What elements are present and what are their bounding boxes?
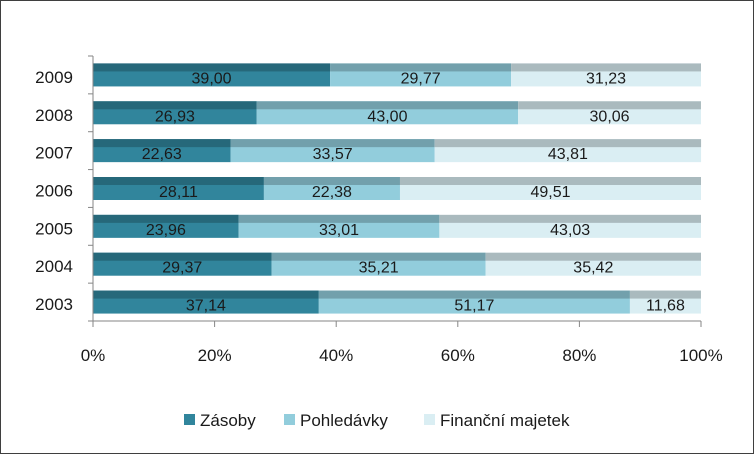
bar-segment-2006-3 bbox=[399, 177, 701, 200]
bar-bevel-2007-series-3 bbox=[434, 139, 702, 148]
bar-segment-2008-3 bbox=[518, 101, 701, 125]
bar-segment-2009-1 bbox=[93, 63, 331, 87]
y-tick-label-2004: 2004 bbox=[35, 257, 73, 276]
bar-segment-2009-3 bbox=[511, 63, 701, 87]
bar-bevel-2007-series-2 bbox=[230, 139, 435, 148]
x-tick-label-2: 40% bbox=[319, 346, 353, 365]
bar-bevel-2003-series-3 bbox=[629, 290, 701, 299]
legend-label-1: Zásoby bbox=[200, 411, 256, 430]
data-label-2008-series-1: 26,93 bbox=[155, 108, 195, 125]
bar-segment-2005-1 bbox=[93, 214, 239, 238]
labels-layer: 39,00 29,77 31,23 2009 26,93 43,00 30,06 2008 22… bbox=[35, 68, 723, 365]
legend-swatch-1 bbox=[184, 414, 195, 425]
data-label-2004-series-2: 35,21 bbox=[359, 260, 399, 277]
data-label-2004-series-1: 29,37 bbox=[162, 260, 202, 277]
bar-bevel-2009-series-2 bbox=[330, 63, 512, 72]
data-label-2007-series-3: 43,81 bbox=[548, 146, 588, 163]
legend-item-1: Zásoby bbox=[184, 411, 256, 430]
legend-label-2: Pohledávky bbox=[300, 411, 388, 430]
legend-swatch-2 bbox=[284, 414, 295, 425]
legend: Zásoby Pohledávky Finanční majetek bbox=[184, 411, 570, 430]
legend-swatch-3 bbox=[424, 414, 435, 425]
bar-bevel-2004-series-1 bbox=[93, 252, 272, 261]
bars-layer bbox=[93, 63, 702, 314]
data-label-2009-series-3: 31,23 bbox=[586, 70, 626, 87]
bar-segment-2005-3 bbox=[439, 214, 701, 238]
data-label-2004-series-3: 35,42 bbox=[573, 260, 613, 277]
bar-bevel-2006-series-1 bbox=[93, 177, 264, 185]
y-tick-label-2009: 2009 bbox=[35, 68, 73, 87]
bar-segment-2005-2 bbox=[238, 214, 440, 238]
bar-segment-2009-2 bbox=[330, 63, 512, 87]
bar-bevel-2009-series-3 bbox=[511, 63, 701, 72]
x-tick-label-3: 60% bbox=[441, 346, 475, 365]
axis-layer bbox=[88, 55, 702, 327]
data-label-2008-series-3: 30,06 bbox=[590, 108, 630, 125]
bar-bevel-2007-series-1 bbox=[93, 139, 231, 148]
bar-bevel-2005-series-1 bbox=[93, 214, 239, 223]
data-label-2005-series-3: 43,03 bbox=[550, 222, 590, 239]
bar-bevel-2006-series-3 bbox=[399, 177, 701, 185]
bar-bevel-2005-series-3 bbox=[439, 214, 701, 223]
bar-segment-2003-1 bbox=[93, 290, 319, 314]
bar-segment-2004-1 bbox=[93, 252, 272, 276]
bar-segment-2008-1 bbox=[93, 101, 257, 125]
data-label-2005-series-2: 33,01 bbox=[319, 222, 359, 239]
bar-segment-2006-1 bbox=[93, 177, 264, 200]
data-label-2006-series-2: 22,38 bbox=[312, 184, 352, 201]
bar-bevel-2008-series-1 bbox=[93, 101, 257, 110]
bar-segment-2007-3 bbox=[434, 139, 702, 163]
x-tick-label-1: 20% bbox=[198, 346, 232, 365]
data-label-2008-series-2: 43,00 bbox=[367, 108, 407, 125]
y-tick-label-2006: 2006 bbox=[35, 182, 73, 201]
data-label-2003-series-2: 51,17 bbox=[454, 298, 494, 315]
legend-item-3: Finanční majetek bbox=[424, 411, 570, 430]
bar-segment-2006-2 bbox=[263, 177, 400, 200]
y-tick-label-2003: 2003 bbox=[35, 295, 73, 314]
bar-segment-2003-2 bbox=[318, 290, 630, 314]
bar-bevel-2005-series-2 bbox=[238, 214, 440, 223]
x-tick-label-0: 0% bbox=[81, 346, 106, 365]
y-tick-label-2005: 2005 bbox=[35, 219, 73, 238]
data-label-2007-series-2: 33,57 bbox=[313, 146, 353, 163]
data-label-2007-series-1: 22,63 bbox=[142, 146, 182, 163]
bar-bevel-2008-series-2 bbox=[256, 101, 519, 110]
data-label-2009-series-2: 29,77 bbox=[401, 70, 441, 87]
data-label-2003-series-1: 37,14 bbox=[186, 298, 226, 315]
bar-bevel-2006-series-2 bbox=[263, 177, 400, 185]
bar-segment-2008-2 bbox=[256, 101, 519, 125]
legend-label-3: Finanční majetek bbox=[440, 411, 570, 430]
legend-item-2: Pohledávky bbox=[284, 411, 388, 430]
bar-bevel-2009-series-1 bbox=[93, 63, 331, 72]
y-tick-label-2008: 2008 bbox=[35, 106, 73, 125]
data-label-2009-series-1: 39,00 bbox=[192, 70, 232, 87]
bar-bevel-2003-series-2 bbox=[318, 290, 630, 299]
bar-segment-2004-2 bbox=[271, 252, 486, 276]
bar-bevel-2004-series-2 bbox=[271, 252, 486, 261]
data-label-2006-series-1: 28,11 bbox=[159, 184, 198, 201]
data-label-2005-series-1: 23,96 bbox=[146, 222, 186, 239]
bar-bevel-2004-series-3 bbox=[485, 252, 701, 261]
bar-segment-2004-3 bbox=[485, 252, 701, 276]
bar-segment-2003-3 bbox=[629, 290, 701, 314]
x-tick-label-5: 100% bbox=[679, 346, 722, 365]
bar-bevel-2003-series-1 bbox=[93, 290, 319, 299]
bar-segment-2007-1 bbox=[93, 139, 231, 163]
bar-segment-2007-2 bbox=[230, 139, 435, 163]
x-tick-label-4: 80% bbox=[562, 346, 596, 365]
data-label-2003-series-3: 11,68 bbox=[646, 298, 685, 315]
y-tick-label-2007: 2007 bbox=[35, 144, 73, 163]
data-label-2006-series-3: 49,51 bbox=[530, 184, 570, 201]
bar-bevel-2008-series-3 bbox=[518, 101, 701, 110]
